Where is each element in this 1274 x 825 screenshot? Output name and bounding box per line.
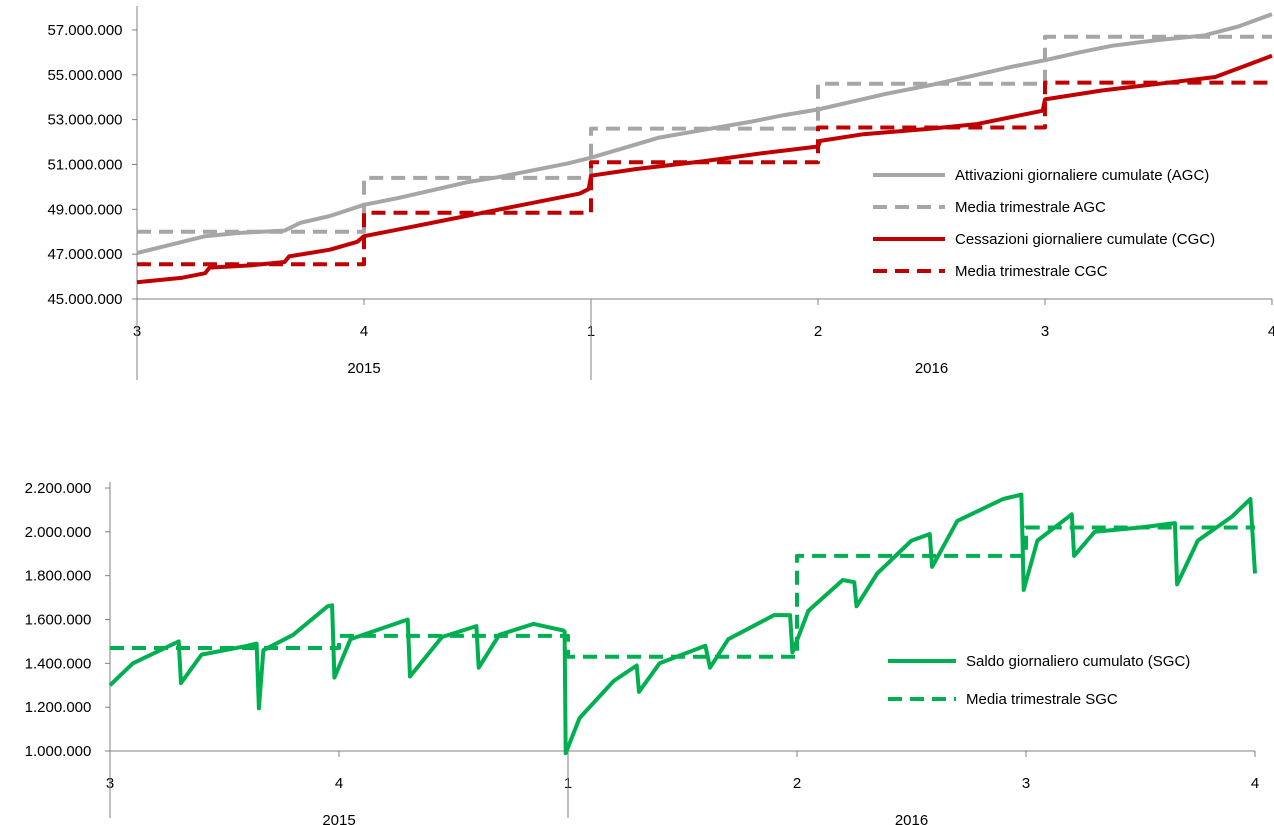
y-tick-label: 1.600.000 [25,612,92,629]
x-quarter-label: 4 [335,775,343,792]
x-quarter-label: 3 [1022,775,1030,792]
x-quarter-label: 4 [1251,775,1259,792]
y-tick-label: 55.000.000 [47,67,122,84]
x-year-label: 2015 [347,360,380,377]
x-quarter-label: 2 [814,323,822,340]
x-quarter-label: 2 [793,775,801,792]
x-year-label: 2016 [915,360,948,377]
series-line-dashed-1 [110,525,1255,659]
legend-label: Saldo giornaliero cumulato (SGC) [966,653,1190,670]
x-quarter-label: 4 [360,323,368,340]
x-quarter-label: 4 [1268,323,1274,340]
legend-label: Media trimestrale SGC [966,691,1118,708]
y-tick-label: 2.200.000 [25,480,92,497]
legend-label: Media trimestrale CGC [955,263,1108,280]
y-tick-label: 1.000.000 [25,743,92,760]
y-tick-label: 51.000.000 [47,156,122,173]
x-year-label: 2016 [895,812,928,825]
chart-activations-cessations: 45.000.000 47.000.000 49.000.000 51.000.000… [47,6,1274,380]
series-line-solid-0 [108,492,1257,756]
y-tick-label: 1.400.000 [25,655,92,672]
x-quarter-label: 3 [1041,323,1049,340]
y-tick-label: 47.000.000 [47,246,122,263]
y-tick-label: 57.000.000 [47,22,122,39]
series-line-solid-0 [136,12,1273,255]
legend-label: Attivazioni giornaliere cumulate (AGC) [955,167,1209,184]
y-tick-label: 2.000.000 [25,524,92,541]
y-tick-label: 1.800.000 [25,568,92,585]
y-tick-label: 45.000.000 [47,291,122,308]
x-year-label: 2015 [322,812,355,825]
series-line-dashed-3 [137,80,1272,267]
legend-label: Cessazioni giornaliere cumulate (CGC) [955,231,1215,248]
chart-balance: 1.000.000 1.200.000 1.400.000 1.600.000 1.80… [25,480,1260,825]
y-tick-label: 1.200.000 [25,699,92,716]
series-line-solid-2 [136,53,1273,285]
y-tick-label: 53.000.000 [47,112,122,129]
series-line-dashed-1 [137,34,1272,234]
y-tick-label: 49.000.000 [47,201,122,218]
legend-label: Media trimestrale AGC [955,199,1106,216]
